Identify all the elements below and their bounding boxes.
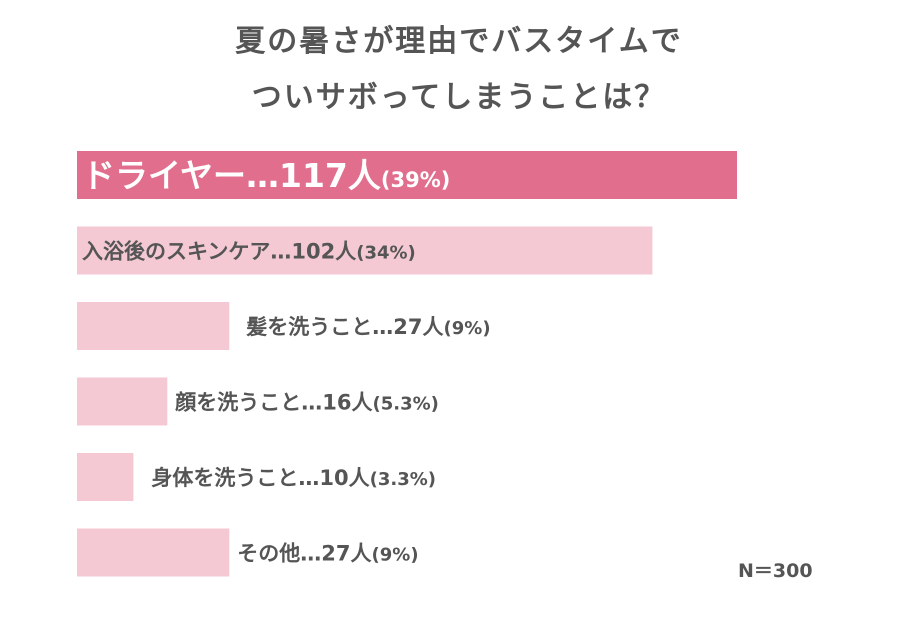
sample-size-note: N＝300 bbox=[738, 560, 813, 582]
bar-2 bbox=[77, 226, 653, 275]
data-label-main-6: その他…27人 bbox=[237, 542, 371, 566]
data-label-percent-4: (5.3%) bbox=[373, 394, 439, 415]
data-label-6: その他…27人(9%) bbox=[237, 542, 418, 566]
data-label-3: 髪を洗うこと…27人(9%) bbox=[245, 315, 490, 339]
data-label-percent-3: (9%) bbox=[444, 318, 491, 339]
data-label-main-2: 入浴後のスキンケア…102人 bbox=[82, 240, 356, 264]
title-line-1: 夏の暑さが理由でバスタイムで bbox=[235, 24, 683, 59]
title-line-2: ついサボってしまうことは？ bbox=[251, 80, 667, 115]
data-label-percent-2: (34%) bbox=[356, 243, 416, 264]
data-label-main-4: 顔を洗うこと…16人 bbox=[174, 391, 372, 415]
data-label-percent-1: (39%) bbox=[381, 168, 450, 192]
bar-1 bbox=[77, 151, 737, 199]
bar-4 bbox=[77, 377, 168, 426]
bar-5 bbox=[77, 453, 134, 501]
bar-6 bbox=[77, 528, 230, 577]
bar-3 bbox=[77, 302, 230, 350]
data-label-4: 顔を洗うこと…16人(5.3%) bbox=[174, 391, 439, 415]
data-label-1: ドライヤー…117人(39%) bbox=[82, 156, 450, 195]
data-label-percent-5: (3.3%) bbox=[370, 469, 436, 490]
data-label-5: 身体を洗うこと…10人(3.3%) bbox=[151, 466, 436, 490]
data-label-2: 入浴後のスキンケア…102人(34%) bbox=[82, 240, 416, 264]
data-label-main-3: 髪を洗うこと…27人 bbox=[245, 315, 443, 339]
data-label-percent-6: (9%) bbox=[372, 545, 419, 566]
data-label-main-1: ドライヤー…117人 bbox=[82, 156, 381, 195]
data-label-main-5: 身体を洗うこと…10人 bbox=[151, 466, 369, 490]
